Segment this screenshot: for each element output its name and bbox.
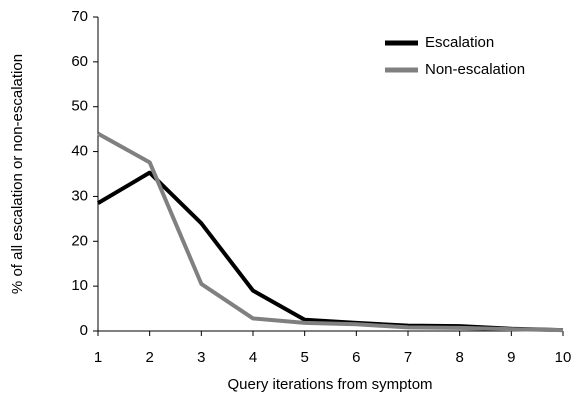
x-tick-label: 4 — [249, 349, 257, 366]
y-tick-label: 0 — [80, 322, 88, 339]
x-tick-label: 6 — [352, 349, 360, 366]
y-tick-label: 60 — [71, 53, 88, 70]
y-tick-label: 30 — [71, 187, 88, 204]
y-tick-label: 50 — [71, 98, 88, 115]
y-tick-label: 40 — [71, 143, 88, 160]
x-tick-label: 1 — [94, 349, 102, 366]
x-tick-label: 3 — [197, 349, 205, 366]
y-axis-label: % of all escalation or non-escalation — [9, 54, 26, 294]
x-tick-label: 8 — [455, 349, 463, 366]
legend-label: Escalation — [425, 34, 494, 51]
series-line — [96, 170, 564, 333]
x-tick-label: 9 — [507, 349, 515, 366]
x-tick-label: 10 — [555, 349, 572, 366]
y-tick-label: 20 — [71, 232, 88, 249]
legend-label: Non-escalation — [425, 61, 525, 78]
x-tick-label: 5 — [300, 349, 308, 366]
y-tick-label: 70 — [71, 8, 88, 25]
x-axis-label: Query iterations from symptom — [227, 376, 432, 393]
series-line — [97, 131, 564, 333]
x-tick-label: 2 — [145, 349, 153, 366]
x-tick-label: 7 — [404, 349, 412, 366]
y-tick-label: 10 — [71, 277, 88, 294]
